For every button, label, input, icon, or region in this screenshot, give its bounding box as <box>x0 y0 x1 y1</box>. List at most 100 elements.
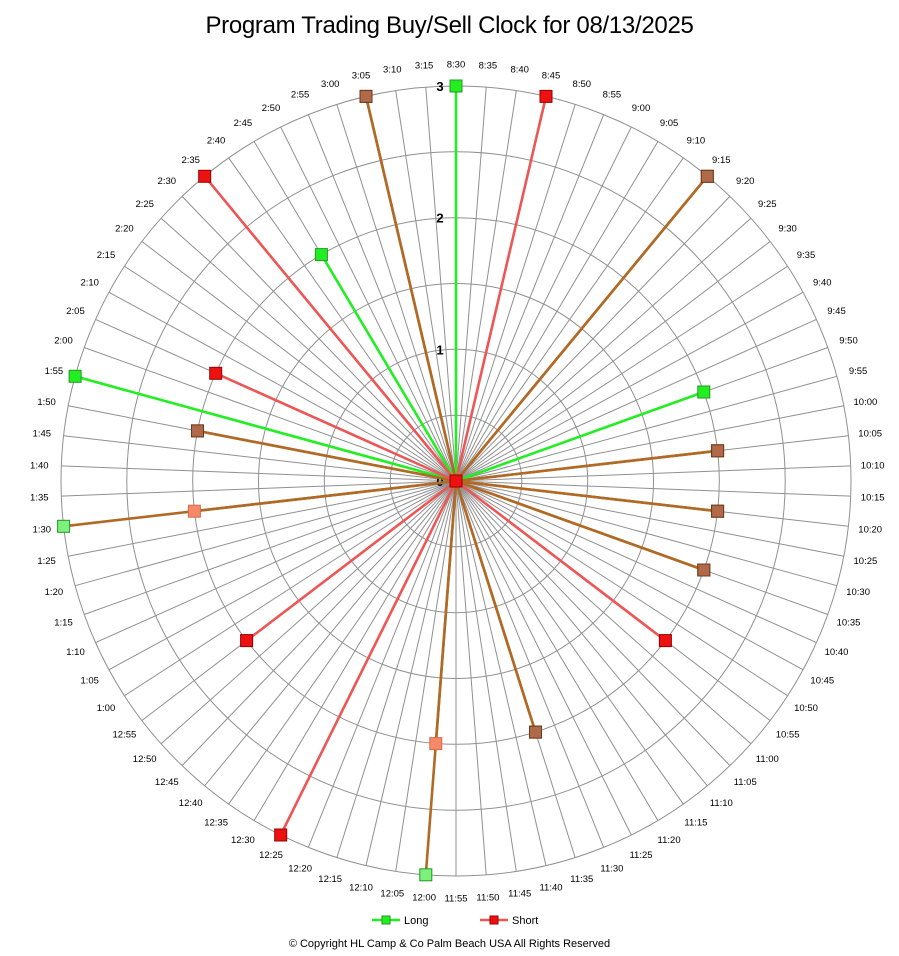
category-tick-label: 9:30 <box>778 224 797 235</box>
category-tick-label: 12:35 <box>204 818 228 829</box>
category-tick-label: 1:25 <box>37 556 56 567</box>
category-tick-label: 9:50 <box>839 336 858 347</box>
category-tick-label: 2:20 <box>115 224 134 235</box>
series-line-short <box>197 429 457 483</box>
category-labels: 8:30 8:35 8:40 8:45 8:50 8:55 9:00 9:05 9:10 9:15… <box>30 60 885 905</box>
category-tick-label: 10:20 <box>858 524 882 535</box>
category-tick-label: 10:50 <box>794 703 818 714</box>
data-marker-short <box>711 504 725 518</box>
radial-tick-label: 0 <box>436 474 443 489</box>
category-tick-label: 11:15 <box>684 818 707 829</box>
category-tick-label: 11:55 <box>444 894 467 905</box>
category-tick-label: 3:10 <box>383 64 402 75</box>
category-tick-label: 10:30 <box>846 587 870 598</box>
category-tick-label: 2:25 <box>135 199 154 210</box>
category-tick-label: 12:25 <box>259 850 283 861</box>
legend-marker-short <box>489 915 499 925</box>
category-tick-label: 2:05 <box>66 306 85 317</box>
series-line-short <box>194 479 457 513</box>
series-line-short <box>455 479 705 572</box>
category-tick-label: 12:05 <box>380 889 404 900</box>
radial-tick-label: 3 <box>436 79 443 94</box>
category-tick-label: 9:20 <box>736 176 755 187</box>
data-marker-short <box>187 504 201 518</box>
series-line-short <box>364 96 458 482</box>
radial-tick-label: 2 <box>436 211 443 226</box>
series-short <box>194 96 718 836</box>
category-tick-label: 12:15 <box>318 874 342 885</box>
category-tick-label: 10:15 <box>861 493 885 504</box>
category-tick-label: 1:15 <box>54 618 73 629</box>
legend-label-long: Long <box>404 915 428 927</box>
category-tick-label: 10:25 <box>854 556 878 567</box>
series-line-short <box>245 479 457 642</box>
category-tick-label: 3:15 <box>415 61 434 72</box>
category-tick-label: 1:45 <box>33 429 52 440</box>
category-tick-label: 10:55 <box>776 729 800 740</box>
category-tick-label: 12:45 <box>155 777 179 788</box>
data-marker-short <box>529 725 542 739</box>
series-line-long <box>74 375 457 483</box>
data-marker-short <box>711 444 725 458</box>
data-marker-short <box>198 169 212 183</box>
data-marker-long <box>57 519 71 533</box>
series-line-short <box>454 96 548 482</box>
radial-tick-label: 1 <box>436 342 443 357</box>
category-tick-label: 9:55 <box>849 366 868 377</box>
category-tick-label: 10:10 <box>861 461 885 472</box>
category-tick-label: 12:00 <box>412 892 436 903</box>
data-marker-short <box>658 634 672 648</box>
legend: Long Short <box>372 915 538 927</box>
data-marker-short <box>274 828 288 842</box>
data-marker-short <box>240 634 254 648</box>
category-tick-label: 12:20 <box>288 863 312 874</box>
data-marker-long <box>314 248 328 262</box>
data-marker-long <box>697 385 711 399</box>
category-tick-label: 9:10 <box>687 135 706 146</box>
series-line-short <box>455 479 667 642</box>
category-tick-label: 11:45 <box>508 889 531 900</box>
category-tick-label: 12:40 <box>179 798 203 809</box>
category-tick-label: 11:50 <box>476 892 499 903</box>
category-tick-label: 10:00 <box>854 397 878 408</box>
category-tick-label: 8:55 <box>603 90 622 101</box>
category-tick-label: 8:40 <box>510 64 529 75</box>
data-marker-short <box>539 89 553 103</box>
category-tick-label: 1:05 <box>80 676 99 687</box>
data-marker-short <box>429 737 443 751</box>
category-tick-label: 1:20 <box>45 587 64 598</box>
data-marker-long <box>68 369 82 383</box>
category-tick-label: 8:45 <box>542 71 561 82</box>
category-tick-label: 3:00 <box>321 79 340 90</box>
category-tick-label: 11:10 <box>710 798 733 809</box>
series-line-long <box>455 390 705 483</box>
category-tick-label: 10:40 <box>825 647 849 658</box>
data-marker-long <box>449 79 463 93</box>
data-marker-short <box>209 366 223 380</box>
category-tick-label: 11:20 <box>658 835 681 846</box>
series-line-short <box>279 480 458 836</box>
category-tick-label: 12:10 <box>349 883 373 894</box>
category-tick-label: 11:35 <box>570 874 593 885</box>
category-tick-label: 12:50 <box>133 754 157 765</box>
series-line-short <box>455 449 718 483</box>
category-tick-label: 3:05 <box>352 71 371 82</box>
series-line-short <box>455 479 718 513</box>
category-tick-label: 1:35 <box>30 493 49 504</box>
category-tick-label: 1:40 <box>30 461 49 472</box>
category-tick-label: 11:30 <box>600 863 623 874</box>
category-tick-label: 9:00 <box>632 103 651 114</box>
category-tick-label: 1:10 <box>66 647 85 658</box>
category-tick-label: 12:30 <box>231 835 255 846</box>
data-marker-short <box>697 563 711 577</box>
copyright-notice: © Copyright HL Camp & Co Palm Beach USA … <box>288 938 611 950</box>
category-tick-label: 2:15 <box>97 250 116 261</box>
data-marker-short <box>191 424 204 438</box>
category-tick-label: 2:30 <box>158 176 177 187</box>
category-tick-label: 8:50 <box>573 79 592 90</box>
series-line-short <box>454 480 537 733</box>
chart-title: Program Trading Buy/Sell Clock for 08/13… <box>205 12 694 39</box>
category-tick-label: 11:05 <box>734 777 757 788</box>
data-marker-long <box>419 868 433 882</box>
